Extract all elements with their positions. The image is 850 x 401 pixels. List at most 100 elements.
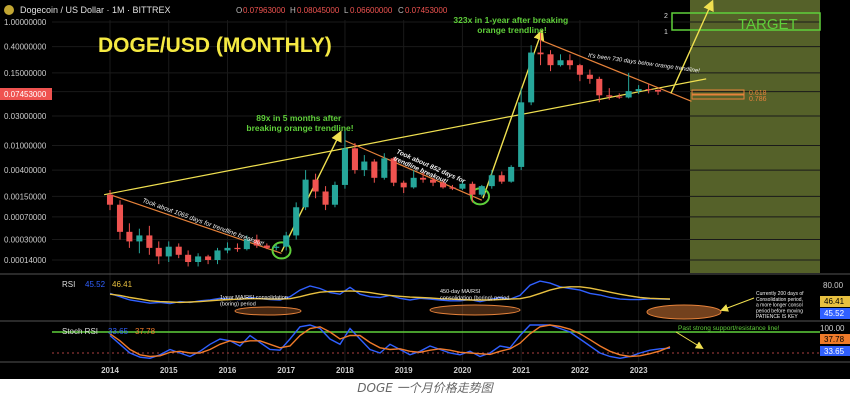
rsi-annotation-3-line: Currently 200 days of [756, 291, 804, 297]
stoch-axis-100: 100.00 [820, 324, 845, 333]
candle-body-6 [165, 246, 172, 257]
ohlc-low: 0.06600000 [350, 6, 393, 15]
candle-body-35 [449, 187, 456, 189]
candle-body-0 [106, 194, 114, 205]
chart-header: Dogecoin / US Dollar · 1M · BITTREX O 0.… [4, 5, 448, 15]
candle-body-45 [547, 54, 554, 66]
ohlc-close: 0.07453000 [405, 6, 448, 15]
ohlc-high: 0.08045000 [297, 6, 340, 15]
stoch-annotation: Past strong support/resistance line! [678, 325, 780, 332]
stoch-value-2: 37.78 [135, 327, 156, 336]
last-price-tag [0, 88, 52, 100]
rsi-consolidation-ellipse-1 [234, 306, 302, 316]
rsi-annotation-3-line-5: PATIENCE IS KEY [756, 314, 798, 320]
candle-body-53 [625, 91, 632, 98]
rsi-value-1: 45.52 [85, 280, 106, 289]
ohlc-high-key: H [290, 6, 296, 15]
time-tick-label: 2018 [336, 366, 354, 375]
candle-body-25 [351, 148, 358, 171]
candle-body-36 [459, 183, 466, 189]
candle-body-2 [126, 231, 133, 242]
price-tick-label: 0.40000000 [4, 43, 47, 52]
last-price-label: 0.07453000 [4, 90, 47, 99]
candle-body-52 [616, 96, 623, 98]
time-tick-label: 2022 [571, 366, 589, 375]
stoch-annotation-arrow [675, 331, 704, 350]
price-tick-label: 0.01000000 [4, 142, 47, 151]
candle-body-13 [234, 247, 241, 250]
rsi-axis-80: 80.00 [823, 281, 844, 290]
candle-body-28 [381, 158, 388, 178]
price-tick-label: 0.00400000 [4, 166, 47, 175]
rsi-last-label-1: 46.41 [824, 297, 845, 306]
candle-body-41 [508, 166, 515, 182]
price-tick-label: 0.00070000 [4, 213, 47, 222]
candle-body-27 [371, 161, 378, 178]
annotation-323x: 323x in 1-year after breaking orange tre… [453, 15, 570, 35]
price-tick-label: 0.00014000 [4, 256, 47, 265]
candle-body-38 [478, 186, 485, 195]
yellow-support-line [104, 78, 707, 196]
dogecoin-logo-icon [4, 5, 14, 15]
stoch-value-1: 33.65 [108, 327, 129, 336]
candle-body-15 [253, 239, 260, 246]
yellow-arrow-1 [280, 130, 342, 253]
candle-body-11 [214, 250, 221, 260]
stoch-series-1 [109, 324, 671, 360]
candle-body-54 [635, 89, 642, 92]
figure-caption: DOGE 一个月价格走势图 [0, 379, 850, 401]
fib-level-0618 [691, 89, 745, 95]
ohlc-close-key: C [398, 6, 404, 15]
candle-body-9 [195, 256, 202, 262]
candle-body-48 [576, 65, 583, 75]
target-box [671, 12, 821, 31]
candle-body-46 [557, 60, 564, 66]
target-label: TARGET [738, 16, 798, 33]
yellow-arrow-3 [670, 0, 714, 94]
annotation-89x-line: 89x in 5 months after [256, 113, 342, 123]
stoch-last-label-2: 33.65 [824, 347, 845, 356]
time-axis: 2014 2015 2016 2017 2018 2019 2020 2021 2022 2023 [101, 366, 648, 375]
chart-title: DOGE/USD (MONTHLY) [98, 34, 332, 57]
stoch-series-2 [109, 324, 671, 358]
ohlc-open-key: O [236, 6, 242, 15]
candle-body-18 [283, 235, 290, 247]
candle-body-30 [400, 182, 407, 188]
rsi-last-tag-2 [820, 308, 850, 319]
target-marker-1: 1 [664, 29, 668, 36]
time-tick-label: 2016 [219, 366, 237, 375]
candle-body-37 [469, 183, 476, 195]
candle-body-40 [498, 175, 505, 182]
stoch-title: Stoch RSI [62, 327, 98, 336]
candle-body-4 [146, 235, 153, 248]
time-tick-label: 2019 [395, 366, 413, 375]
candle-body-34 [440, 182, 447, 188]
rsi-annotation-1: 1year MA/RSI consolidation (boring) peri… [220, 295, 289, 307]
candle-body-7 [175, 246, 182, 255]
candle-body-47 [566, 60, 573, 66]
rsi-consolidation-ellipse-2 [429, 304, 521, 316]
candle-body-50 [596, 78, 603, 96]
stoch-rsi-panel [52, 324, 820, 360]
candle-body-12 [224, 247, 231, 251]
candle-body-26 [361, 161, 368, 171]
annotation-323x-line-2: orange trendline! [477, 25, 547, 35]
rsi-annotation-2-line: 450-day MA/RSI [440, 289, 481, 295]
time-tick-label: 2017 [277, 366, 295, 375]
candle-body-24 [341, 148, 348, 185]
candle-body-31 [410, 177, 417, 188]
orange-trendline-1 [109, 194, 282, 254]
annotation-89x-line-2: breaking orange trendline! [246, 123, 353, 133]
candle-body-56 [654, 89, 662, 92]
time-tick-label: 2014 [101, 366, 119, 375]
ohlc-open: 0.07963000 [243, 6, 286, 15]
ohlc-low-key: L [344, 6, 349, 15]
candle-body-1 [116, 204, 124, 232]
rsi-annotation-arrow [720, 297, 755, 312]
price-tick-label: 0.03000000 [4, 112, 47, 121]
time-tick-label: 2015 [160, 366, 178, 375]
candle-body-39 [488, 175, 495, 187]
stoch-last-tag-1 [820, 334, 850, 344]
grid-lines [52, 20, 820, 362]
